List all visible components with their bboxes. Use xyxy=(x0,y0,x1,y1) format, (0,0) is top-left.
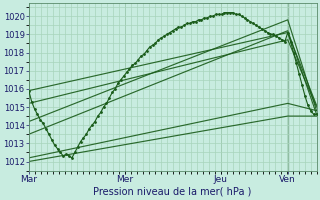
X-axis label: Pression niveau de la mer( hPa ): Pression niveau de la mer( hPa ) xyxy=(93,187,252,197)
